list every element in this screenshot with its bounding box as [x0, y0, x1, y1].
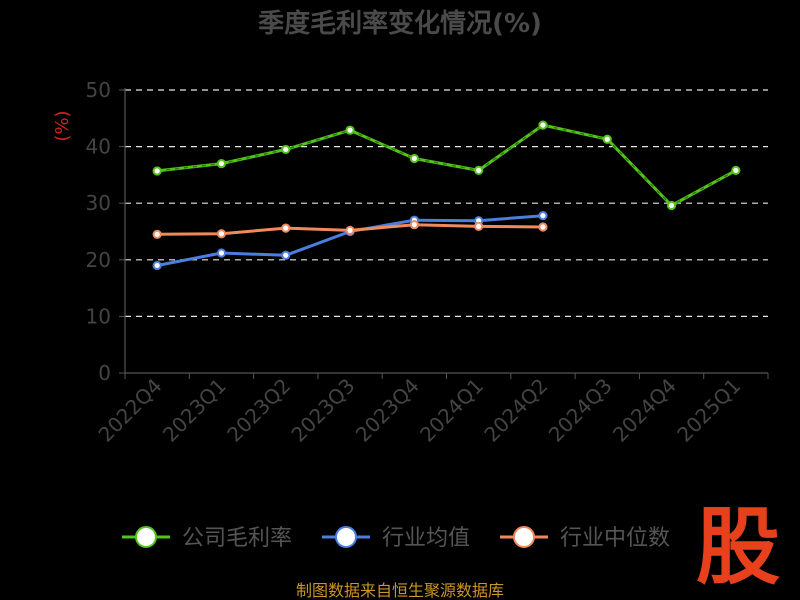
data-point	[731, 165, 741, 175]
data-point	[152, 166, 162, 176]
data-point	[281, 250, 291, 260]
x-tick-label: 2025Q1	[672, 374, 745, 447]
data-point	[538, 211, 548, 221]
gridlines	[125, 89, 768, 317]
y-tick-label: 10	[86, 304, 111, 328]
data-point	[474, 165, 484, 175]
y-tick-label: 0	[98, 361, 111, 385]
y-tick-label: 20	[86, 248, 111, 272]
data-point	[409, 153, 419, 164]
y-axis-label: (%)	[52, 110, 73, 141]
chart-title: 季度毛利率变化情况(%)	[258, 8, 542, 39]
x-tick-label: 2024Q2	[479, 374, 552, 447]
x-axis-ticks: 2022Q42023Q12023Q22023Q32023Q42024Q12024…	[94, 373, 769, 447]
data-point	[345, 125, 355, 135]
data-point	[666, 200, 677, 211]
legend-swatch-marker	[335, 526, 357, 548]
x-tick-label: 2023Q3	[286, 374, 359, 447]
x-tick-label: 2024Q3	[544, 374, 617, 447]
x-tick-label: 2023Q4	[351, 374, 424, 447]
data-point	[281, 144, 291, 155]
legend-swatch-marker	[135, 526, 157, 548]
legend-item-2: 行业均值	[322, 526, 470, 551]
legend-label: 行业中位数	[560, 526, 670, 551]
series-line	[156, 214, 544, 267]
source-note: 制图数据来自恒生聚源数据库	[296, 581, 504, 600]
data-point	[281, 223, 291, 233]
watermark-logo: 股	[696, 498, 780, 596]
x-tick-label: 2023Q2	[222, 374, 295, 447]
data-point	[538, 222, 548, 232]
data-point	[152, 260, 162, 271]
data-point	[216, 229, 227, 239]
series-1	[152, 120, 741, 211]
data-point	[345, 225, 355, 235]
data-point	[474, 221, 484, 232]
series-2	[152, 211, 548, 271]
data-point	[152, 229, 162, 239]
series-line-dash	[157, 124, 737, 207]
y-tick-label: 40	[86, 135, 111, 159]
y-tick-label: 30	[86, 191, 111, 215]
legend-item-1: 公司毛利率	[122, 526, 292, 551]
x-tick-label: 2024Q4	[608, 374, 681, 447]
data-point	[538, 120, 548, 130]
series-lines	[152, 120, 741, 271]
y-tick-label: 50	[86, 78, 111, 102]
y-axis-ticks: 0 10 20 30 40 50	[86, 78, 125, 385]
data-point	[602, 134, 612, 144]
data-point	[216, 158, 227, 169]
x-tick-label: 2023Q1	[158, 374, 231, 447]
data-point	[409, 220, 419, 230]
legend-label: 行业均值	[382, 526, 470, 551]
legend-swatch-marker	[513, 526, 535, 548]
legend-label: 公司毛利率	[182, 526, 292, 551]
legend-item-3: 行业中位数	[500, 526, 670, 551]
series-3	[152, 220, 548, 239]
series-line	[157, 123, 737, 207]
x-tick-label: 2024Q1	[415, 374, 488, 447]
data-point	[216, 248, 227, 258]
legend: 公司毛利率 行业均值 行业中位数	[122, 526, 670, 551]
